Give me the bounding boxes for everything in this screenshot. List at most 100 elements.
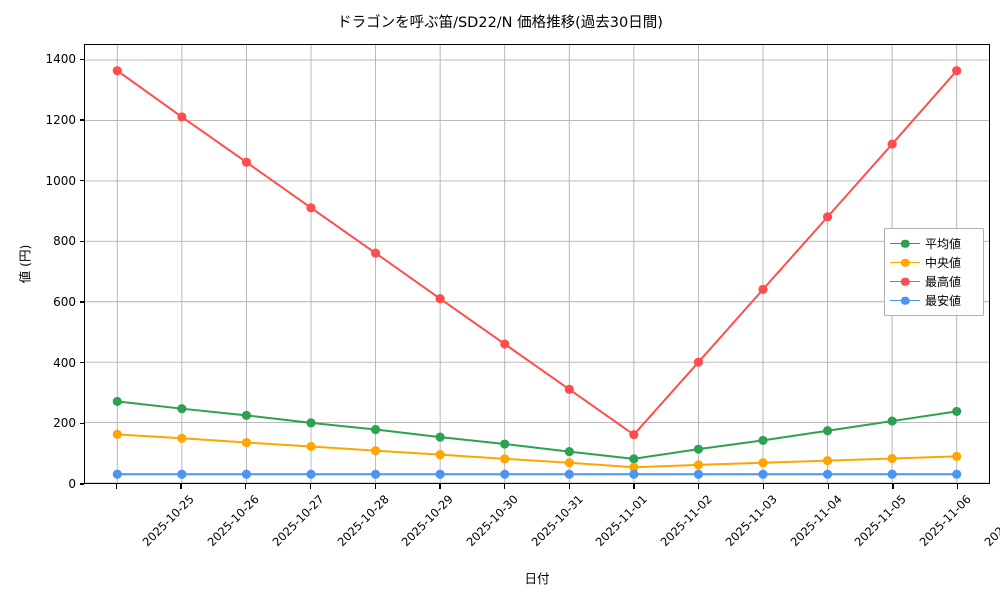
data-point [564, 469, 574, 479]
data-point [370, 446, 381, 456]
data-point [952, 66, 962, 76]
x-tick-mark [827, 484, 829, 489]
legend-item-0[interactable]: 平均値 [890, 234, 977, 253]
legend-swatch-icon [890, 294, 920, 308]
data-point [564, 458, 574, 468]
x-axis-label: 日付 [524, 571, 550, 586]
data-point [435, 469, 445, 479]
data-point [758, 435, 768, 445]
data-point [177, 469, 187, 479]
legend-swatch-icon [890, 256, 920, 270]
data-point [241, 437, 252, 448]
plot-area [84, 44, 990, 484]
x-tick-label: 2025-10-29 [398, 492, 456, 550]
data-point [241, 410, 252, 420]
data-point [822, 456, 833, 466]
chart-title: ドラゴンを呼ぶ笛/SD22/N 価格推移(過去30日間) [337, 15, 663, 31]
legend-swatch-icon [890, 275, 920, 289]
data-point [758, 458, 768, 468]
data-point [822, 212, 833, 222]
x-tick-label: 2025-10-30 [463, 492, 521, 550]
series-line-0 [116, 400, 958, 460]
x-tick-label: 2025-11-06 [916, 492, 974, 550]
x-tick-mark [892, 484, 894, 489]
legend-swatch-icon [890, 237, 920, 251]
data-point [435, 294, 445, 304]
x-tick-label: 2025-10-31 [528, 492, 586, 550]
data-point [500, 439, 510, 449]
data-point [177, 404, 187, 414]
data-point [306, 441, 316, 452]
legend-label: 最高値 [925, 275, 962, 289]
data-point [758, 469, 768, 479]
data-point [112, 396, 122, 407]
series-line-2 [116, 69, 958, 436]
data-point [306, 418, 316, 428]
data-point [887, 469, 897, 479]
series-line-1 [116, 433, 958, 469]
y-axis-label-text: 値 (円) [17, 244, 33, 284]
data-point [887, 139, 897, 149]
data-point [306, 469, 316, 479]
data-point [758, 284, 768, 294]
x-tick-label: 2025-10-28 [334, 492, 392, 550]
data-point [822, 469, 833, 479]
data-point [564, 447, 574, 457]
data-point [952, 406, 962, 416]
x-tick-label: 2025-10-25 [139, 492, 198, 550]
x-tick-mark [180, 484, 182, 489]
data-point [952, 469, 962, 479]
x-tick-mark [698, 484, 700, 489]
x-tick-mark [568, 484, 570, 489]
x-tick-label: 2025-10-27 [269, 492, 327, 550]
legend-label: 最安値 [925, 294, 962, 308]
data-point [500, 339, 510, 349]
data-point [500, 454, 510, 464]
x-tick-mark [374, 484, 376, 489]
data-point [887, 453, 897, 464]
data-point [241, 469, 252, 479]
data-point [629, 454, 639, 464]
data-point [370, 424, 381, 435]
x-tick-label: 2025-11-02 [657, 492, 715, 550]
data-point [887, 416, 897, 426]
x-tick-label: 2025-11-04 [787, 492, 845, 550]
data-point [693, 357, 704, 367]
data-point [629, 430, 639, 440]
x-tick-label: 2025-11-07 [981, 492, 1000, 550]
x-tick-mark [439, 484, 441, 489]
legend-item-1[interactable]: 中央値 [890, 253, 977, 272]
x-tick-mark [245, 484, 247, 489]
data-point [177, 433, 187, 443]
data-point [306, 203, 316, 213]
legend-label: 中央値 [925, 256, 962, 270]
x-tick-label: 2025-10-26 [204, 492, 262, 550]
data-point [500, 469, 510, 479]
data-point [370, 469, 381, 479]
legend-item-2[interactable]: 最高値 [890, 272, 977, 291]
data-point [693, 460, 704, 470]
chart-legend[interactable]: 平均値中央値最高値最安値 [884, 228, 984, 316]
data-point [629, 469, 639, 479]
data-point [629, 462, 639, 472]
x-tick-mark [309, 484, 312, 489]
x-tick-label: 2025-11-03 [722, 492, 780, 550]
legend-item-3[interactable]: 最安値 [890, 291, 977, 310]
legend-label: 平均値 [925, 237, 962, 251]
y-axis-label: 値 (円) [14, 44, 34, 484]
data-point [177, 112, 187, 122]
data-point [112, 469, 122, 479]
data-point [952, 451, 962, 462]
data-point [435, 432, 445, 442]
data-point [693, 469, 704, 479]
x-tick-mark [633, 484, 635, 489]
data-point [435, 450, 445, 460]
data-point [112, 429, 122, 439]
data-point [693, 444, 704, 454]
data-point [370, 248, 381, 258]
x-tick-mark [503, 484, 506, 489]
x-tick-mark [762, 484, 765, 489]
data-point [241, 157, 252, 167]
x-tick-label: 2025-11-05 [851, 492, 909, 550]
